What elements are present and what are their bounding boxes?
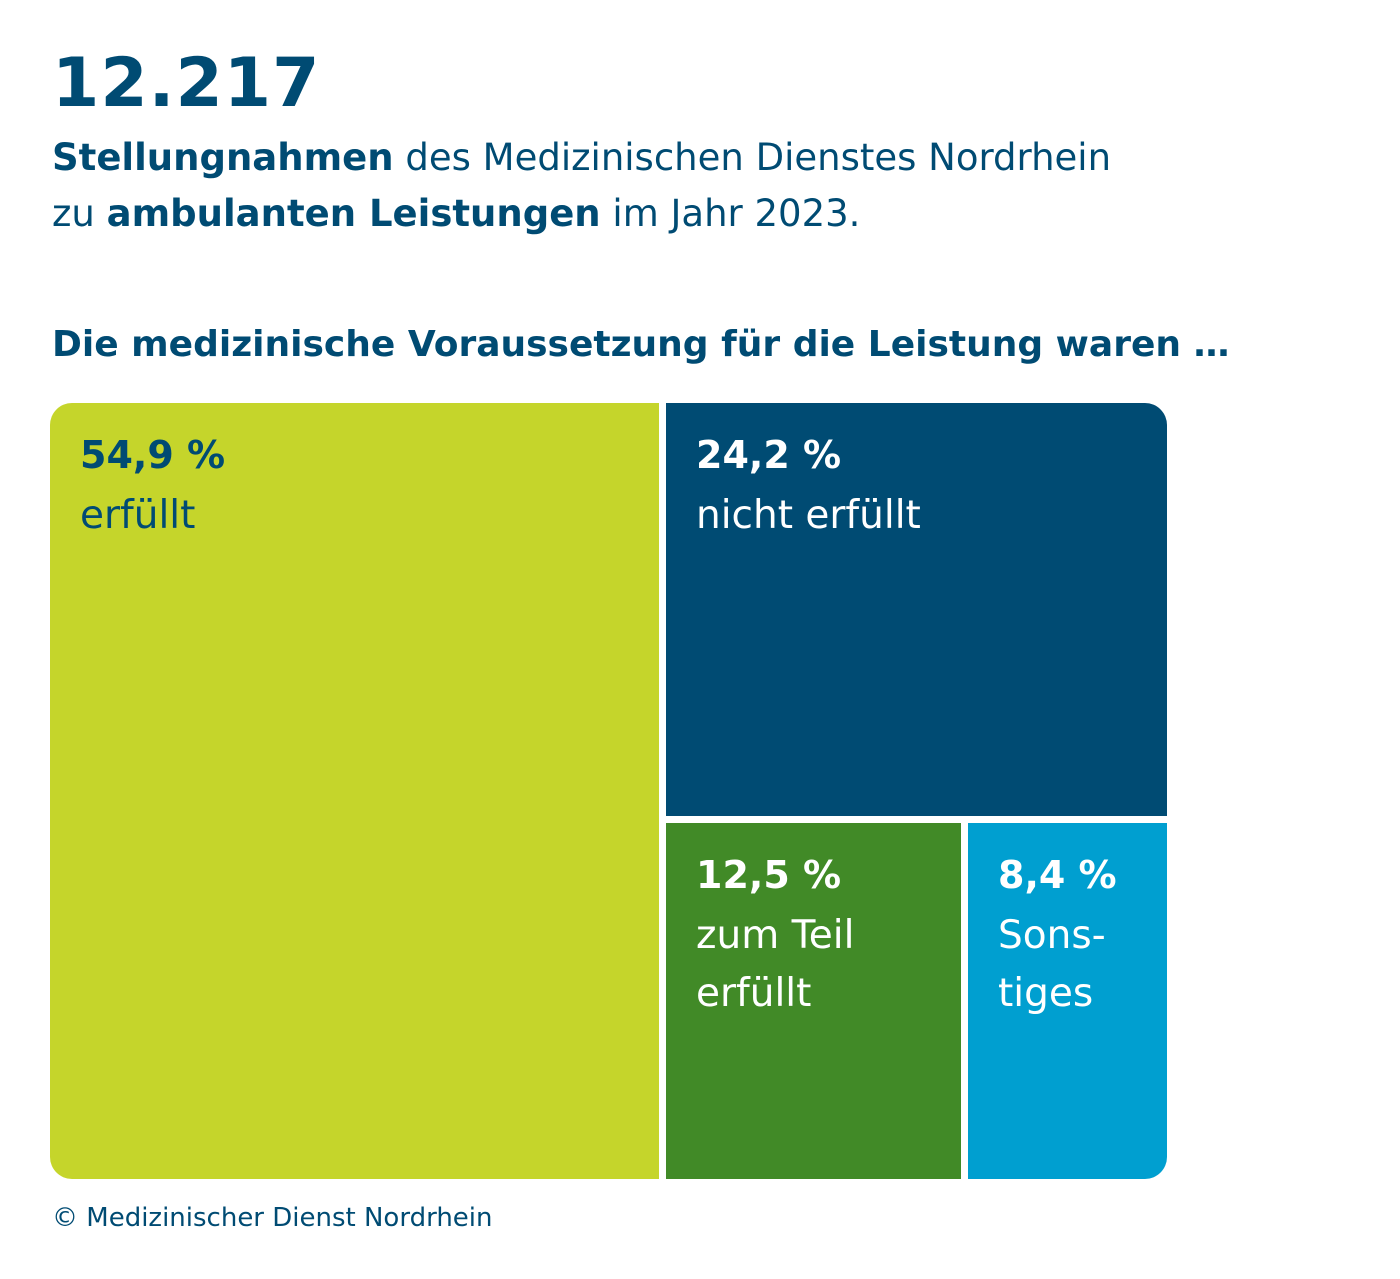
tile-label-erfuellt: erfüllt: [80, 493, 196, 538]
subtitle-text-1: des Medizinischen Dienstes Nordrhein: [393, 136, 1112, 179]
tile-percentage-zum-teil-erfuellt: 12,5 %: [696, 853, 842, 897]
chart-heading: Die medizinische Voraussetzung für die L…: [52, 324, 1230, 365]
treemap-tile-erfuellt: 54,9 % erfüllt: [50, 403, 659, 1179]
tile-label-sonstiges: Sons- tiges: [998, 913, 1106, 1016]
subtitle-text-2: zu: [52, 192, 107, 235]
subtitle-text-3: im Jahr 2023.: [600, 192, 861, 235]
tile-label-nicht-erfuellt: nicht erfüllt: [696, 493, 921, 538]
tile-percentage-sonstiges: 8,4 %: [998, 853, 1117, 897]
tile-label-zum-teil-erfuellt: zum Teil erfüllt: [696, 913, 855, 1016]
treemap-tile-zum-teil-erfuellt: 12,5 % zum Teil erfüllt: [666, 823, 961, 1179]
subtitle-bold-2: ambulanten Leistungen: [106, 192, 601, 235]
treemap-chart: 54,9 % erfüllt 24,2 % nicht erfüllt 12,5 % zu…: [50, 403, 1167, 1179]
subtitle-bold-1: Stellungnahmen: [52, 136, 394, 179]
copyright-notice: © Medizinischer Dienst Nordrhein: [52, 1203, 493, 1233]
tile-percentage-nicht-erfuellt: 24,2 %: [696, 433, 842, 477]
headline-number: 12.217: [52, 44, 321, 123]
subtitle: Stellungnahmen des Medizinischen Dienste…: [52, 130, 1302, 242]
tile-percentage-erfuellt: 54,9 %: [80, 433, 226, 477]
treemap-tile-sonstiges: 8,4 % Sons- tiges: [968, 823, 1167, 1179]
treemap-tile-nicht-erfuellt: 24,2 % nicht erfüllt: [666, 403, 1167, 816]
